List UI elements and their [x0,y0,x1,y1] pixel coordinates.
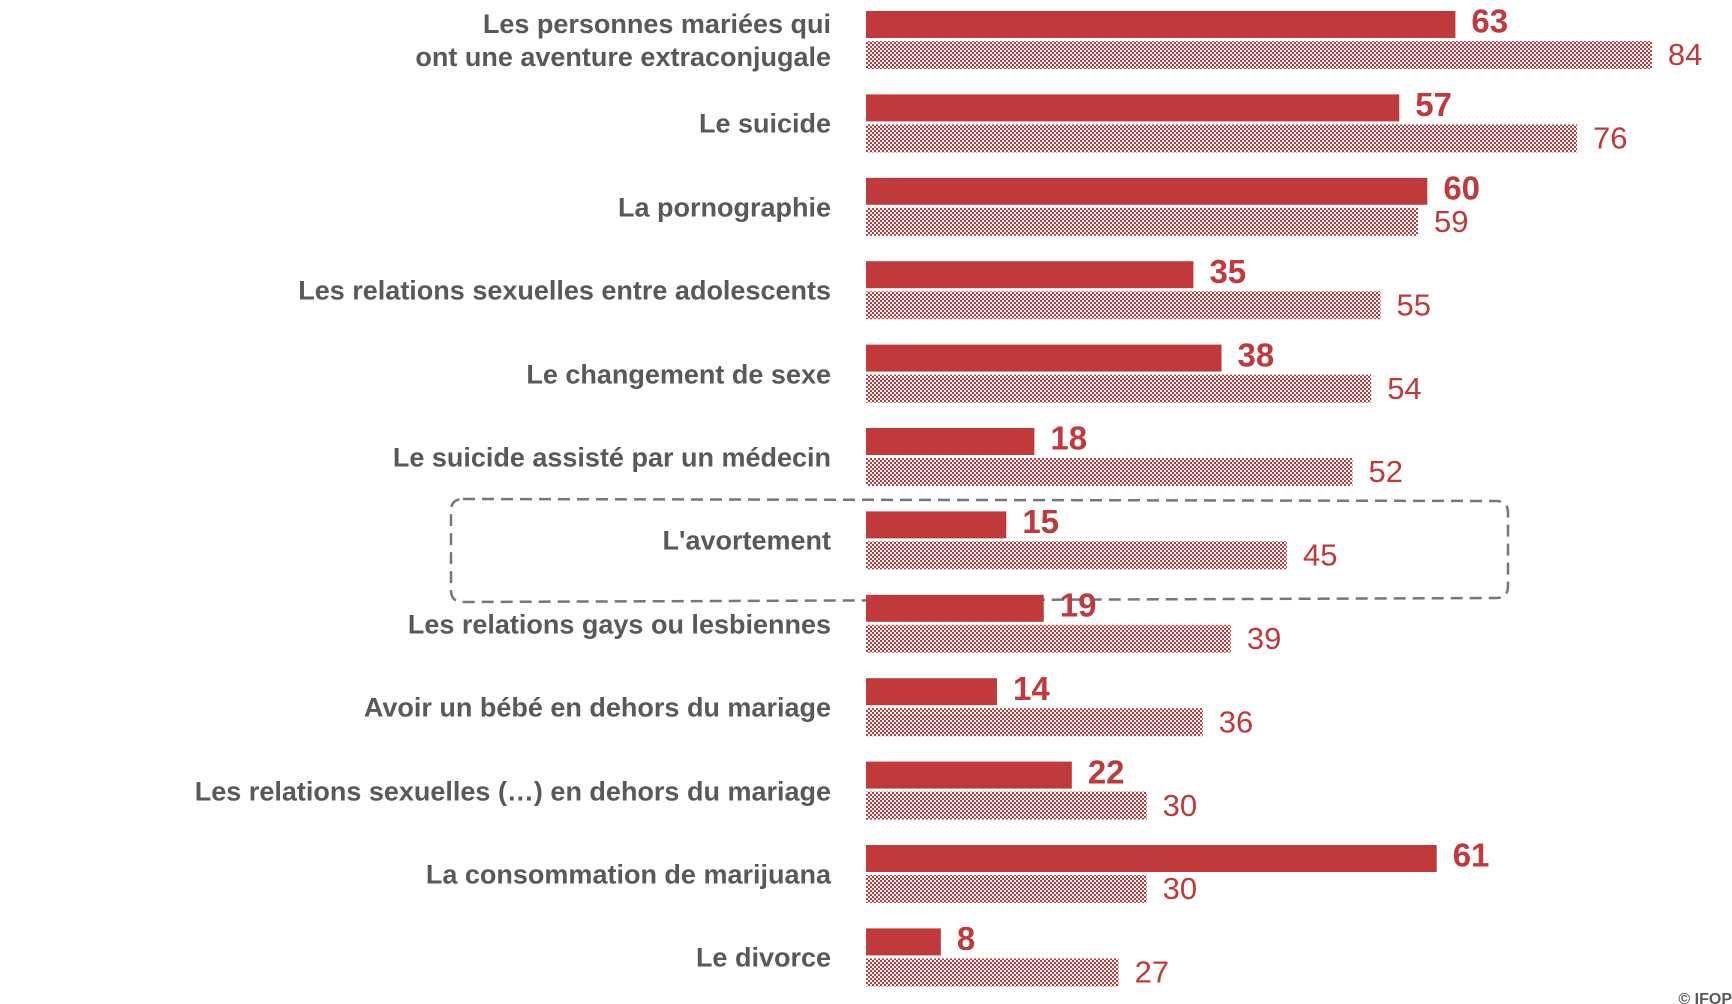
source: © IFOP [1678,991,1732,1004]
bar [866,594,1044,622]
value-label: 35 [1209,253,1246,290]
category-label: L'avortement [662,525,831,556]
value-label: 57 [1415,86,1452,123]
bar [866,624,1231,653]
bar [866,428,1035,455]
value-label: 45 [1303,538,1337,573]
highlight-box [449,497,1510,604]
value-label: 36 [1219,704,1253,739]
category-label: Les personnes mariées qui ont une aventu… [415,9,831,72]
bar [866,875,1147,903]
value-label: 15 [1022,503,1059,540]
value-label: 19 [1060,587,1097,624]
bar [866,11,1456,38]
bar [866,291,1381,320]
category-label: Les relations gays ou lesbiennes [407,609,831,640]
category-label: Le suicide assisté par un médecin [392,442,831,473]
value-label: 27 [1135,955,1169,990]
bar [866,41,1652,69]
value-label: 63 [1471,3,1508,40]
bar [866,374,1372,403]
bar [866,511,1007,539]
value-label: 54 [1387,371,1421,406]
bar [866,791,1147,820]
bar [866,124,1578,153]
value-label: 61 [1453,837,1490,874]
category-label: La consommation de marijuana [425,859,831,890]
value-label: 76 [1593,121,1627,156]
value-label: 30 [1163,788,1197,823]
value-label: 22 [1088,753,1125,790]
bar [866,958,1119,987]
bar [866,541,1287,570]
value-label: 59 [1434,204,1468,239]
category-label: La pornographie [617,192,831,223]
value-label: 38 [1238,336,1275,373]
bar [866,94,1400,122]
bar [866,708,1203,737]
category-label: Les relations sexuelles (…) en dehors du… [194,776,831,807]
bar [866,344,1222,372]
bar [866,458,1353,486]
bar [866,845,1437,872]
value-label: 55 [1397,287,1431,322]
category-label: Les relations sexuelles entre adolescent… [298,275,831,306]
category-label: Le suicide [698,108,831,139]
bar [866,928,941,956]
bar [866,678,997,706]
category-label: Le changement de sexe [526,359,831,390]
value-label: 18 [1050,420,1087,457]
value-label: 14 [1013,670,1050,707]
bar [866,207,1418,236]
value-label: 30 [1163,871,1197,906]
value-label: 52 [1368,454,1402,489]
bar [866,761,1072,789]
bar [866,177,1428,205]
category-label: Le divorce [695,942,831,973]
value-label: 84 [1668,37,1702,72]
bar [866,261,1194,289]
value-label: 8 [957,920,975,957]
category-label: Avoir un bébé en dehors du mariage [363,692,831,723]
value-label: 39 [1247,621,1281,656]
value-label: 60 [1443,170,1480,207]
